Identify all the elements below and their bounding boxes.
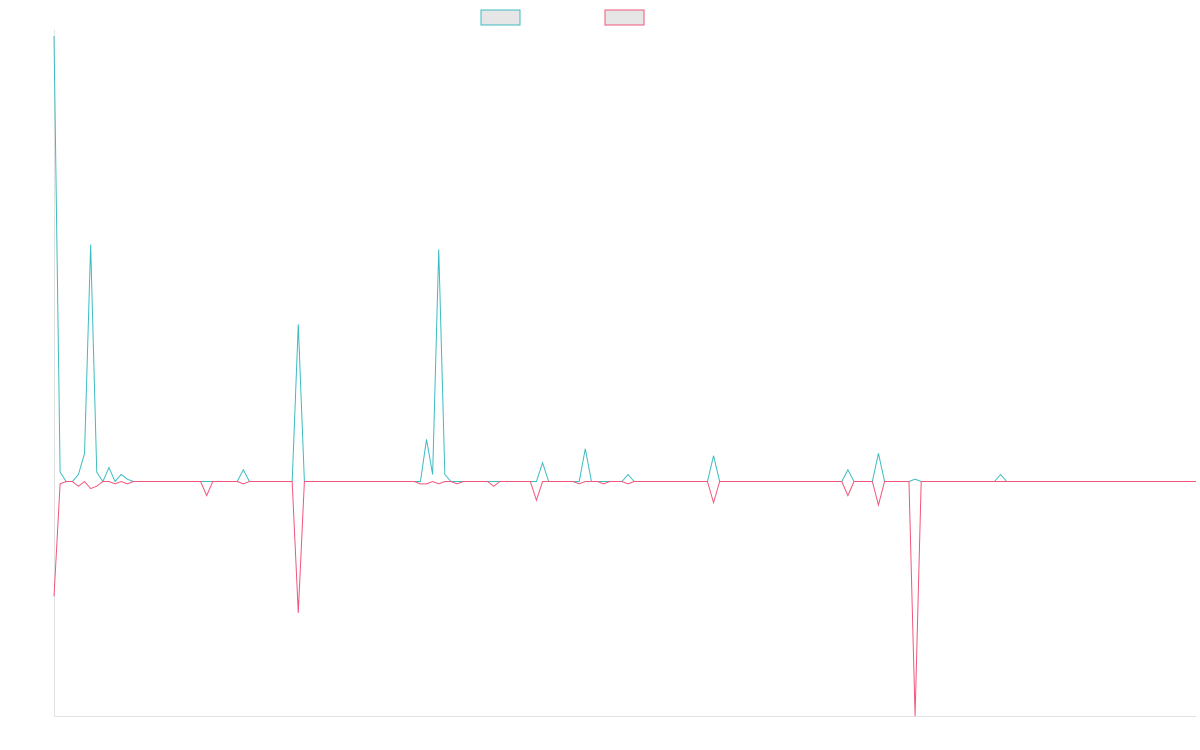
series-group (53, 35, 1196, 717)
series-line-2[interactable] (53, 480, 1196, 717)
legend-swatch-series-1[interactable] (480, 9, 521, 26)
legend-swatch-series-2[interactable] (604, 9, 645, 26)
series-line-1[interactable] (53, 35, 1196, 483)
legend[interactable] (480, 9, 645, 26)
